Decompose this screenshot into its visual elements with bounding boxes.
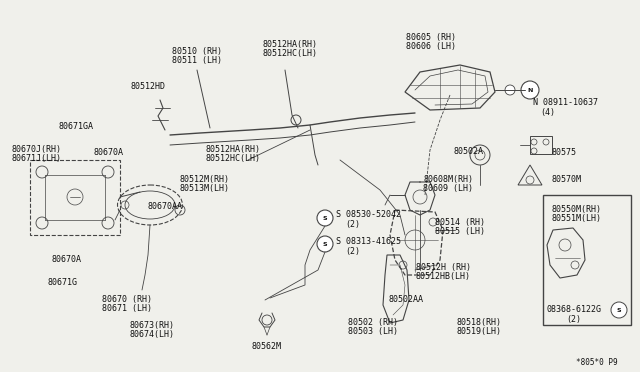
Text: 80512H (RH): 80512H (RH)	[415, 263, 470, 272]
Text: S 08313-41625: S 08313-41625	[336, 237, 401, 246]
Text: 80670J(RH): 80670J(RH)	[11, 145, 61, 154]
Circle shape	[317, 236, 333, 252]
Text: 80511 (LH): 80511 (LH)	[172, 56, 222, 65]
Text: 80518(RH): 80518(RH)	[456, 318, 502, 327]
Text: 80670 (RH): 80670 (RH)	[102, 295, 152, 304]
Text: 80605 (RH): 80605 (RH)	[406, 33, 456, 42]
Text: 80512HC(LH): 80512HC(LH)	[205, 154, 260, 163]
Text: (2): (2)	[345, 220, 360, 229]
Text: N 08911-10637: N 08911-10637	[533, 98, 598, 107]
Text: 80670A: 80670A	[51, 255, 81, 264]
Text: 80502AA: 80502AA	[388, 295, 424, 304]
Text: 80671GA: 80671GA	[58, 122, 93, 131]
Text: 80519(LH): 80519(LH)	[456, 327, 502, 336]
Text: S 08530-52042: S 08530-52042	[336, 210, 401, 219]
Text: 80512HA(RH): 80512HA(RH)	[205, 145, 260, 154]
Text: 80515 (LH): 80515 (LH)	[435, 227, 485, 236]
Text: 80570M: 80570M	[551, 175, 581, 184]
Text: 80608M(RH): 80608M(RH)	[423, 175, 473, 184]
Circle shape	[317, 210, 333, 226]
Text: 80671G: 80671G	[47, 278, 77, 287]
Text: 80673(RH): 80673(RH)	[129, 321, 175, 330]
Text: 80670AA: 80670AA	[147, 202, 182, 211]
Text: S: S	[323, 241, 327, 247]
Text: 80502A: 80502A	[453, 147, 483, 156]
Text: 80502 (RH): 80502 (RH)	[348, 318, 398, 327]
Text: 80674(LH): 80674(LH)	[129, 330, 175, 339]
Circle shape	[521, 81, 539, 99]
Text: 80512HA(RH): 80512HA(RH)	[262, 40, 317, 49]
Text: 80671J(LH): 80671J(LH)	[11, 154, 61, 163]
Text: 80510 (RH): 80510 (RH)	[172, 47, 222, 56]
Bar	[543, 195, 631, 325]
Text: 80606 (LH): 80606 (LH)	[406, 42, 456, 51]
Text: 80562M: 80562M	[252, 342, 282, 351]
Text: (2): (2)	[566, 315, 582, 324]
Text: S: S	[323, 215, 327, 221]
Text: 80609 (LH): 80609 (LH)	[423, 184, 473, 193]
Text: 80503 (LH): 80503 (LH)	[348, 327, 398, 336]
Text: 80512HD: 80512HD	[131, 82, 166, 91]
Text: 80514 (RH): 80514 (RH)	[435, 218, 485, 227]
Text: 08368-6122G: 08368-6122G	[547, 305, 602, 314]
Text: 80550M(RH): 80550M(RH)	[551, 205, 601, 214]
Text: 80670A: 80670A	[93, 148, 123, 157]
Text: 80513M(LH): 80513M(LH)	[180, 184, 230, 193]
Text: 80512HC(LH): 80512HC(LH)	[262, 49, 317, 58]
Text: S: S	[617, 308, 621, 312]
Text: *805*0 P9: *805*0 P9	[577, 358, 618, 367]
Text: 80575: 80575	[552, 148, 577, 157]
Text: (2): (2)	[345, 247, 360, 256]
Text: (4): (4)	[541, 108, 556, 117]
Text: 80512HB(LH): 80512HB(LH)	[415, 272, 470, 281]
Circle shape	[505, 85, 515, 95]
Text: 80671 (LH): 80671 (LH)	[102, 304, 152, 313]
Text: N: N	[527, 87, 532, 93]
Text: 80551M(LH): 80551M(LH)	[551, 214, 601, 223]
Circle shape	[611, 302, 627, 318]
Text: 80512M(RH): 80512M(RH)	[180, 175, 230, 184]
